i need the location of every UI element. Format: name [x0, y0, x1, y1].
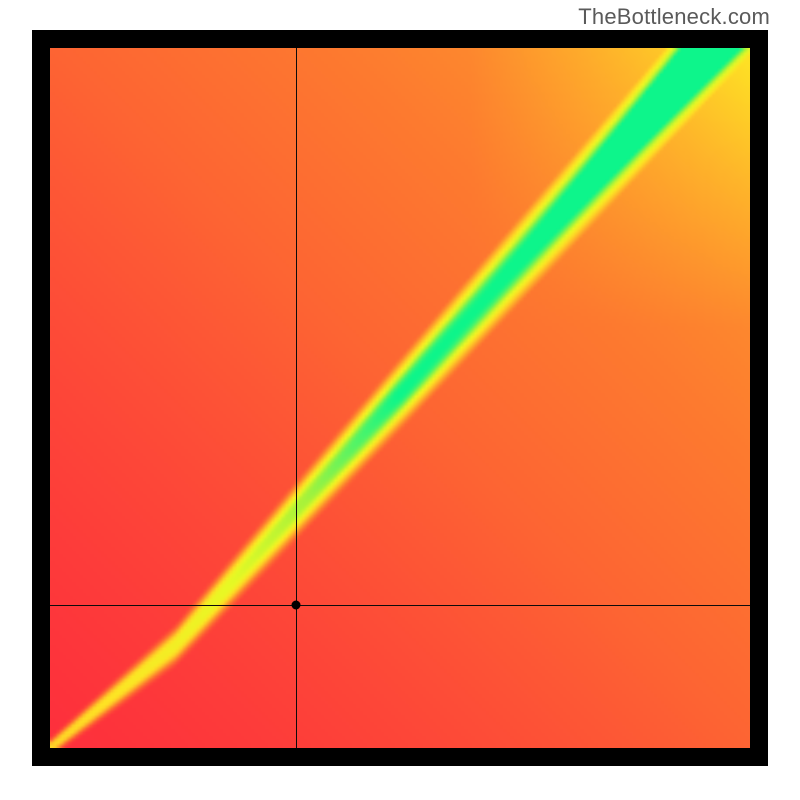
attribution-text: TheBottleneck.com: [578, 4, 770, 30]
plot-area: [50, 48, 750, 748]
crosshair-horizontal: [50, 605, 750, 606]
heatmap-canvas: [50, 48, 750, 748]
crosshair-vertical: [296, 48, 297, 748]
crosshair-marker-dot: [292, 600, 301, 609]
